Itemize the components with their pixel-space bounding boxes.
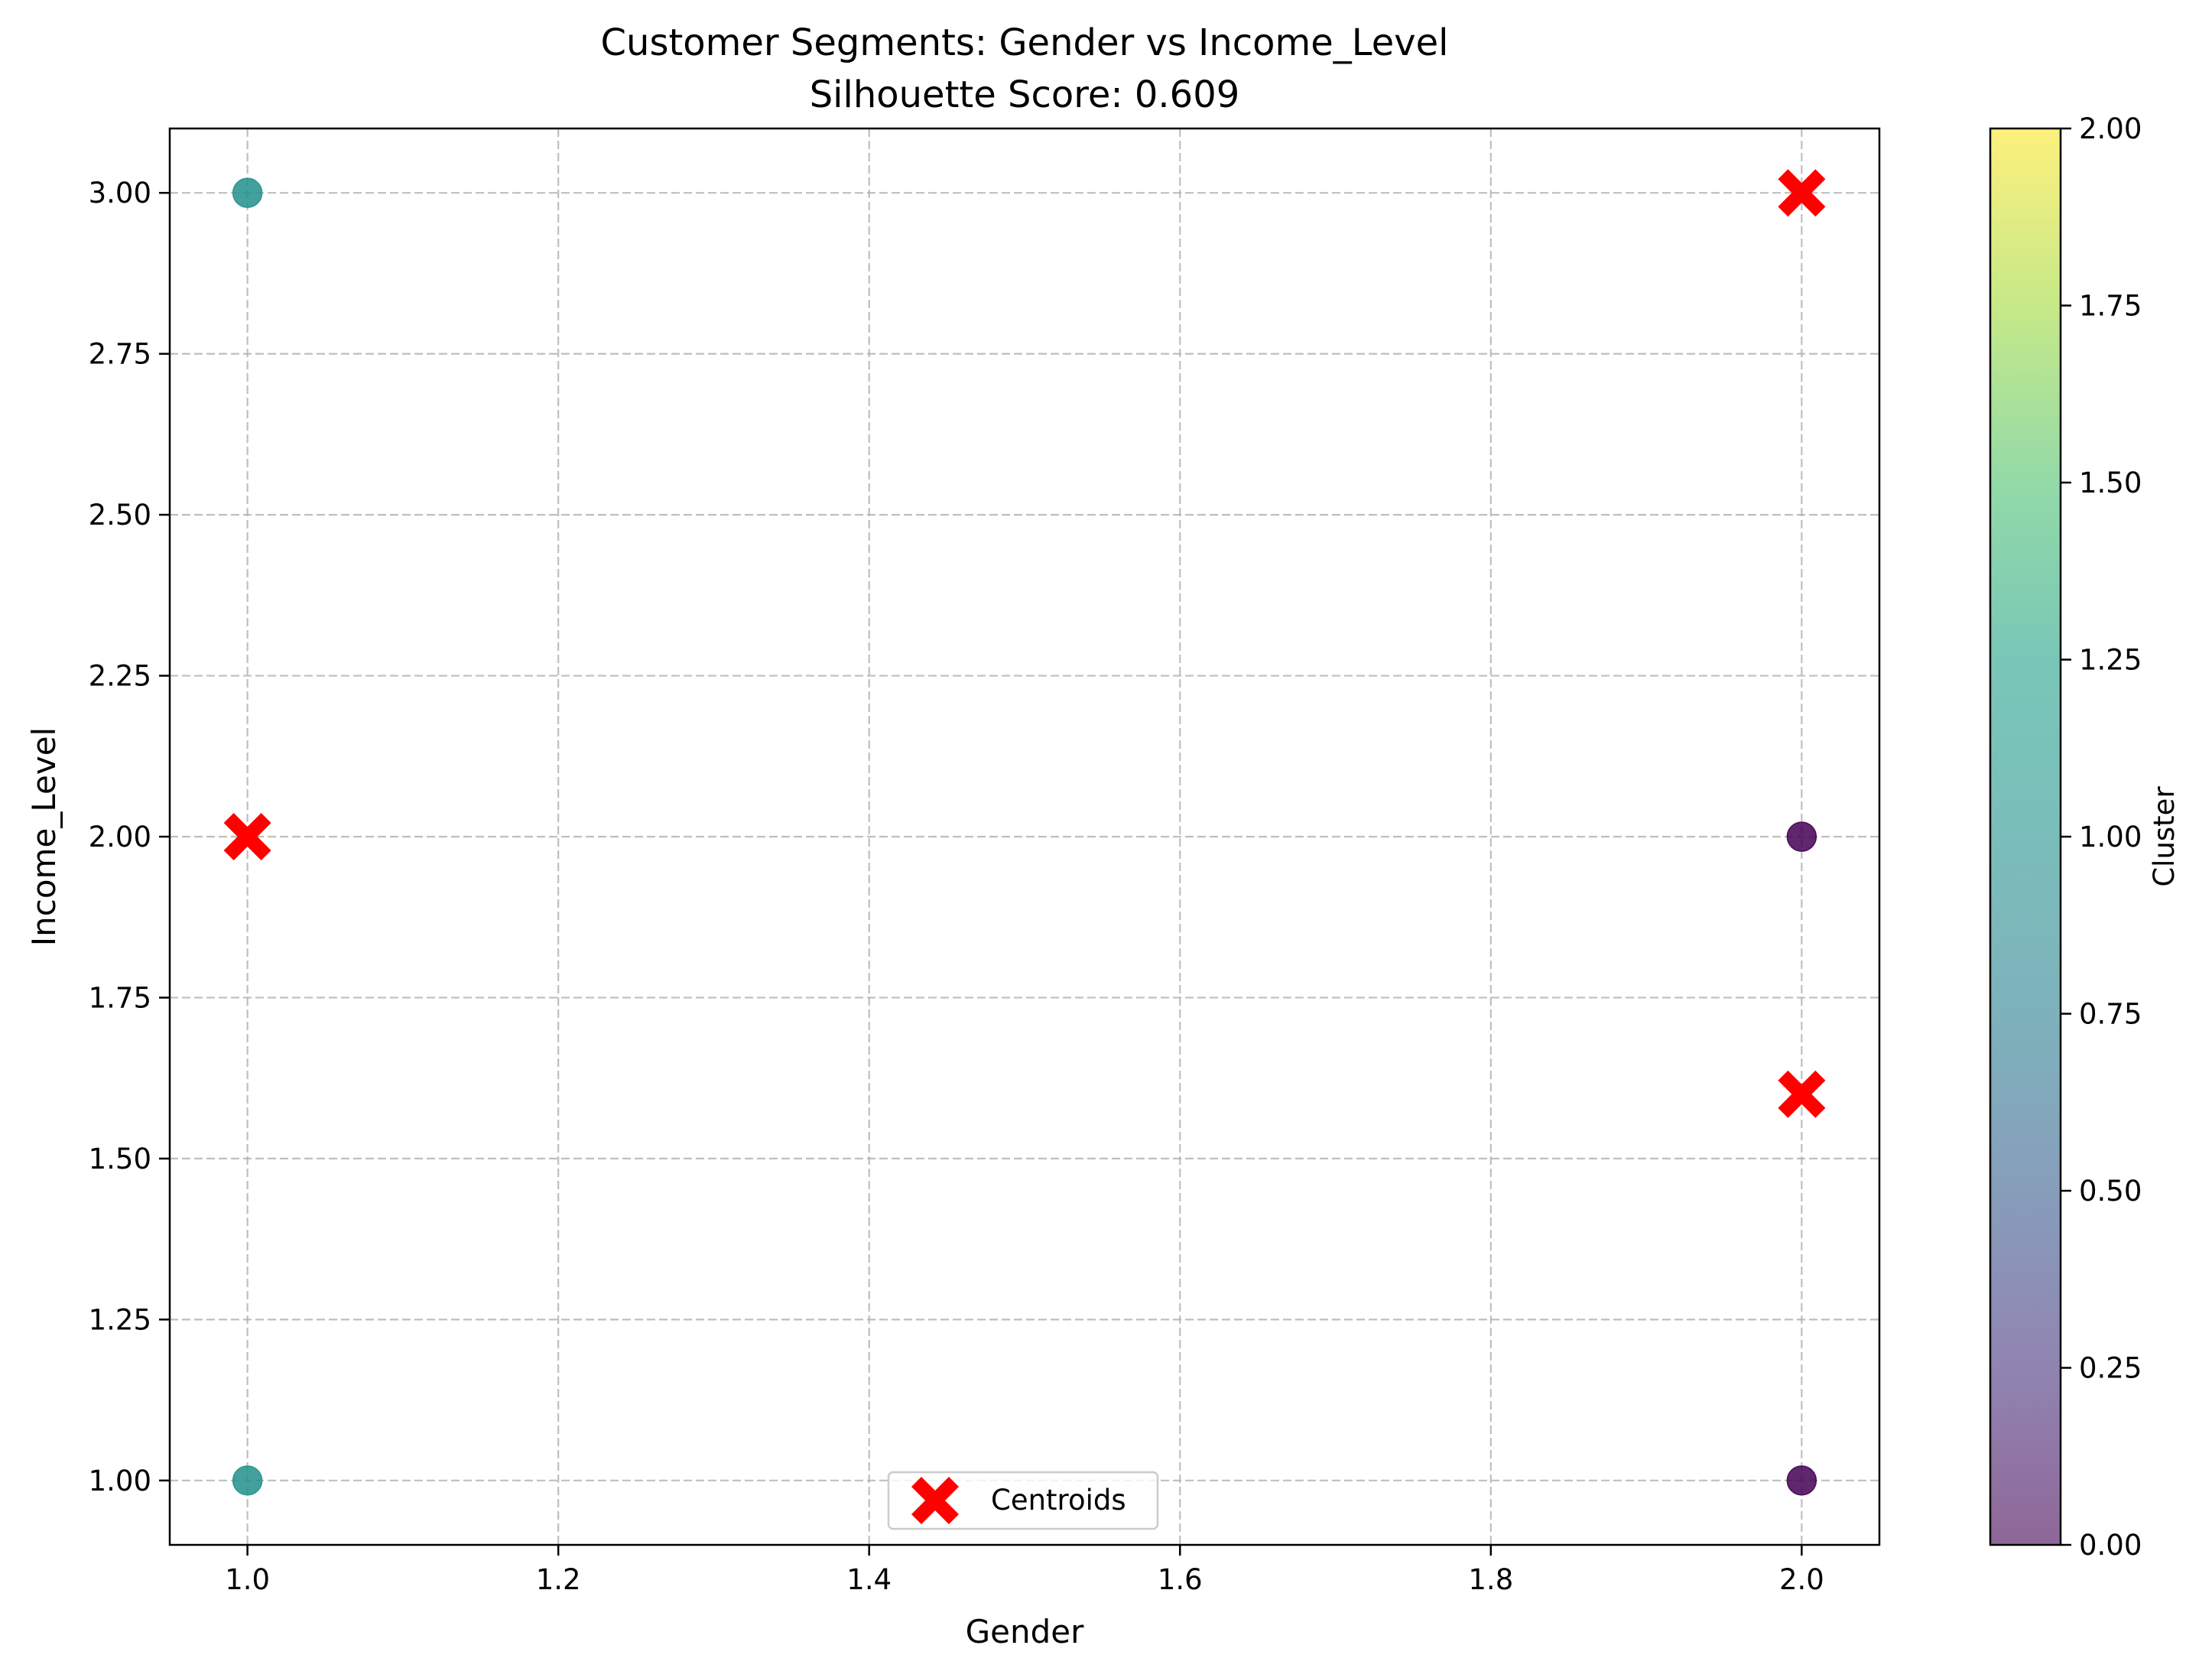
y-axis-ticks: 1.00 1.25 1.50 1.75 2.00 2.25 2.50 2.75 3.00 (89, 177, 170, 1497)
y-tick-label: 2.25 (89, 660, 151, 693)
colorbar-tick-label: 1.25 (2079, 644, 2142, 677)
colorbar-ticks: 0.00 0.25 0.50 0.75 1.00 1.25 1.50 1.75 2.00 (2061, 112, 2142, 1562)
x-tick-label: 1.8 (1468, 1563, 1513, 1596)
y-tick-label: 1.25 (89, 1303, 151, 1336)
y-tick-label: 1.00 (89, 1465, 151, 1497)
x-tick-label: 1.2 (536, 1563, 581, 1596)
chart-subtitle: Silhouette Score: 0.609 (810, 73, 1240, 116)
colorbar-tick-label: 1.50 (2079, 467, 2142, 499)
data-point (232, 177, 263, 208)
grid-lines (170, 128, 1879, 1545)
data-point (1786, 1465, 1817, 1496)
x-tick-label: 2.0 (1779, 1563, 1824, 1596)
colorbar: 0.00 0.25 0.50 0.75 1.00 1.25 1.50 1.75 2.00 Clu… (1989, 112, 2181, 1562)
colorbar-gradient (1990, 128, 2061, 1545)
y-axis-label: Income_Level (25, 727, 63, 946)
y-tick-label: 2.75 (89, 338, 151, 371)
x-tick-label: 1.6 (1158, 1563, 1203, 1596)
chart-title: Customer Segments: Gender vs Income_Leve… (601, 21, 1449, 64)
colorbar-tick-label: 1.00 (2079, 821, 2142, 854)
y-tick-label: 3.00 (89, 177, 151, 210)
centroid-markers (223, 169, 1826, 1118)
colorbar-tick-label: 0.50 (2079, 1175, 2142, 1208)
data-point (232, 1465, 263, 1496)
data-point (1786, 821, 1817, 852)
centroid-marker (1778, 1070, 1826, 1118)
plot-frame (168, 127, 1881, 1546)
x-tick-label: 1.0 (225, 1563, 270, 1596)
x-tick-label: 1.4 (846, 1563, 892, 1596)
y-tick-label: 2.00 (89, 821, 151, 854)
colorbar-tick-label: 0.00 (2079, 1529, 2142, 1562)
legend: Centroids (887, 1471, 1159, 1530)
x-axis-ticks: 1.0 1.2 1.4 1.6 1.8 2.0 (225, 1545, 1824, 1596)
colorbar-tick-label: 2.00 (2079, 112, 2142, 145)
colorbar-tick-label: 1.75 (2079, 290, 2142, 323)
y-tick-label: 1.75 (89, 981, 151, 1014)
y-tick-label: 2.50 (89, 499, 151, 532)
x-axis-label: Gender (966, 1613, 1085, 1650)
centroid-marker (223, 813, 271, 860)
data-points (232, 177, 1817, 1496)
legend-centroid-icon (911, 1477, 959, 1524)
centroid-marker (1778, 169, 1826, 217)
colorbar-tick-label: 0.75 (2079, 998, 2142, 1031)
colorbar-tick-label: 0.25 (2079, 1352, 2142, 1385)
y-tick-label: 1.50 (89, 1143, 151, 1175)
legend-entry-centroids: Centroids (991, 1484, 1126, 1517)
colorbar-label: Cluster (2148, 786, 2181, 887)
legend-centroid-x (911, 1477, 959, 1524)
